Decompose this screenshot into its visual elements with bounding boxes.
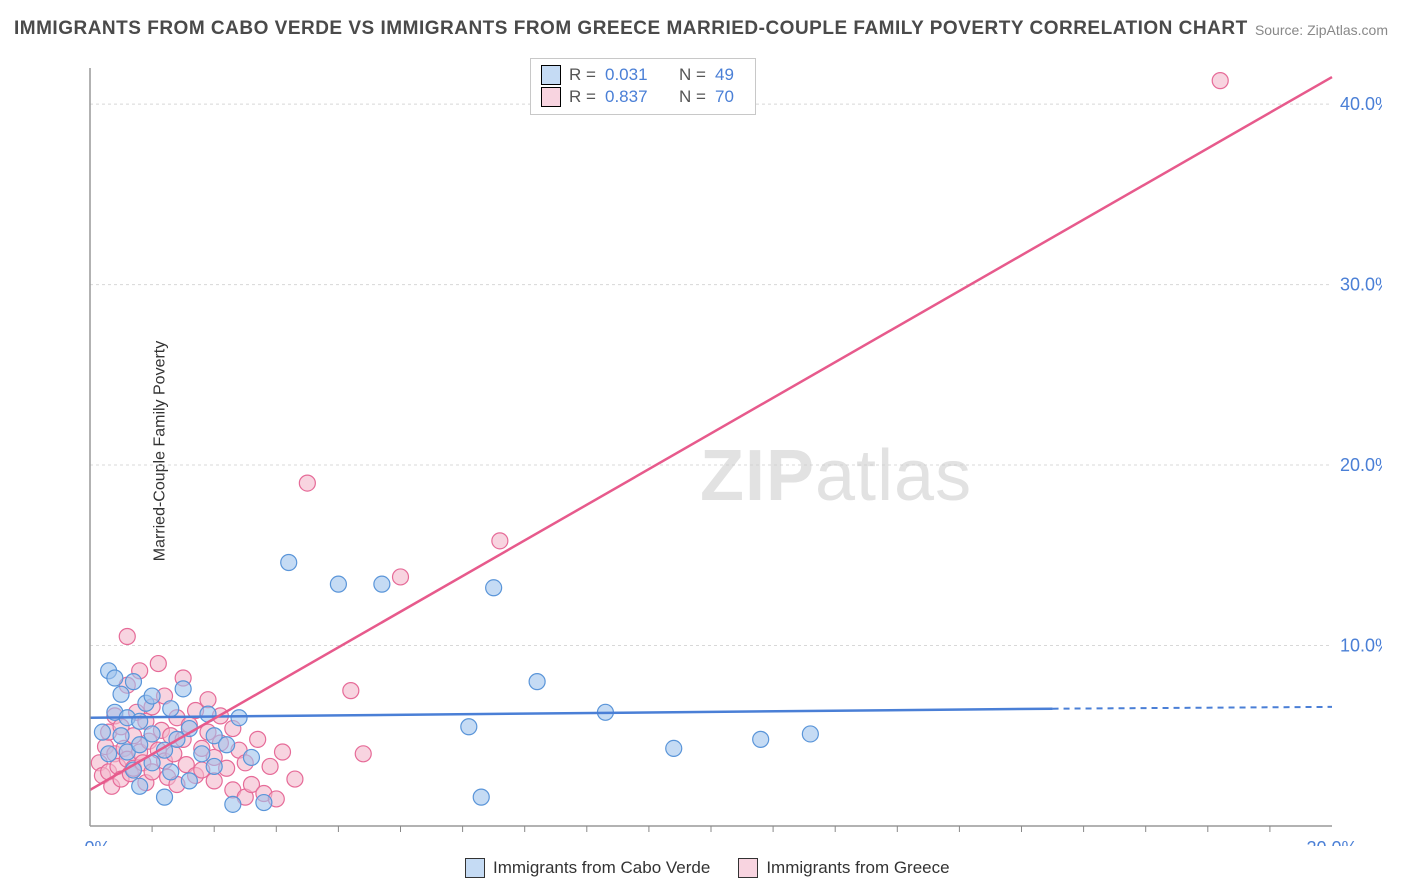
- svg-text:20.0%: 20.0%: [1306, 838, 1357, 846]
- source-value: ZipAtlas.com: [1307, 22, 1388, 38]
- r-label: R =: [569, 65, 597, 85]
- svg-text:30.0%: 30.0%: [1340, 275, 1382, 295]
- y-tick-labels: 10.0% 20.0% 30.0% 40.0%: [1340, 94, 1382, 655]
- n-label: N =: [679, 65, 707, 85]
- r-label: R =: [569, 87, 597, 107]
- legend-swatch-blue: [541, 65, 561, 85]
- legend-swatch-pink: [738, 858, 758, 878]
- legend-swatch-pink: [541, 87, 561, 107]
- trend-lines: [90, 77, 1332, 790]
- svg-text:0.0%: 0.0%: [82, 838, 111, 846]
- legend-label: Immigrants from Cabo Verde: [493, 858, 710, 878]
- series-greece: [91, 73, 1228, 807]
- svg-text:40.0%: 40.0%: [1340, 94, 1382, 114]
- chart-title: IMMIGRANTS FROM CABO VERDE VS IMMIGRANTS…: [14, 18, 1248, 40]
- legend-label: Immigrants from Greece: [766, 858, 949, 878]
- legend-row: R = 0.031 N = 49: [541, 65, 745, 85]
- svg-text:10.0%: 10.0%: [1340, 636, 1382, 656]
- x-tick-labels: 0.0% 20.0%: [82, 838, 1358, 846]
- legend-item: Immigrants from Greece: [738, 858, 949, 878]
- n-value: 49: [715, 65, 745, 85]
- svg-text:20.0%: 20.0%: [1340, 455, 1382, 475]
- r-value: 0.837: [605, 87, 661, 107]
- source-attribution: Source: ZipAtlas.com: [1255, 22, 1388, 38]
- r-value: 0.031: [605, 65, 661, 85]
- correlation-legend: R = 0.031 N = 49 R = 0.837 N = 70: [530, 58, 756, 115]
- legend-row: R = 0.837 N = 70: [541, 87, 745, 107]
- watermark: ZIPatlas: [700, 435, 972, 517]
- legend-swatch-blue: [465, 858, 485, 878]
- n-value: 70: [715, 87, 745, 107]
- series-legend: Immigrants from Cabo Verde Immigrants fr…: [465, 858, 950, 878]
- n-label: N =: [679, 87, 707, 107]
- source-label: Source:: [1255, 22, 1303, 38]
- legend-item: Immigrants from Cabo Verde: [465, 858, 710, 878]
